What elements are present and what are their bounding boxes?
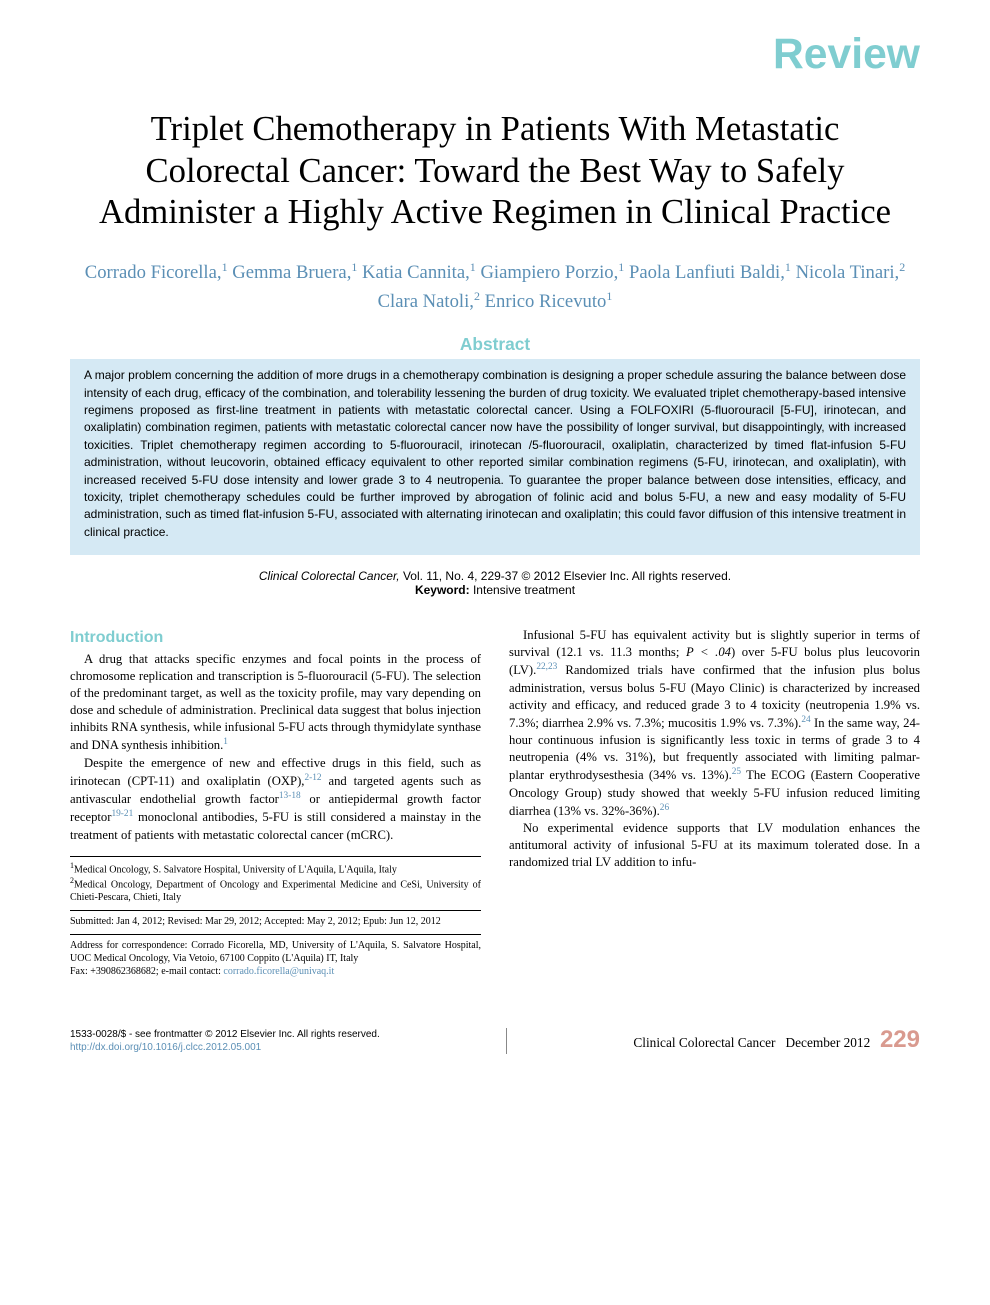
article-title: Triplet Chemotherapy in Patients With Me… — [90, 109, 900, 234]
intro-p4: No experimental evidence supports that L… — [509, 820, 920, 871]
divider — [70, 856, 481, 857]
review-label: Review — [773, 30, 920, 78]
affiliation-block: 1Medical Oncology, S. Salvatore Hospital… — [70, 856, 481, 979]
ref-1[interactable]: 1 — [223, 737, 228, 747]
abstract-body: A major problem concerning the addition … — [70, 359, 920, 555]
copyright-line: 1533-0028/$ - see frontmatter © 2012 Els… — [70, 1028, 380, 1041]
keyword-value: Intensive treatment — [470, 583, 575, 597]
ref-22-23[interactable]: 22,23 — [536, 662, 557, 672]
page-footer: 1533-0028/$ - see frontmatter © 2012 Els… — [70, 1020, 920, 1054]
ref-19-21[interactable]: 19-21 — [111, 809, 133, 819]
footer-issue: December 2012 — [776, 1035, 871, 1050]
footer-separator — [506, 1028, 507, 1054]
ref-25[interactable]: 25 — [732, 767, 741, 777]
divider — [70, 910, 481, 911]
intro-p3: Infusional 5-FU has equivalent activity … — [509, 627, 920, 820]
correspondence-email[interactable]: corrado.ficorella@univaq.it — [223, 966, 334, 977]
intro-heading: Introduction — [70, 627, 481, 649]
ref-2-12[interactable]: 2-12 — [304, 773, 321, 783]
abstract-heading: Abstract — [70, 334, 920, 355]
correspondence-contact: Fax: +390862368682; e-mail contact: corr… — [70, 965, 481, 978]
ref-24[interactable]: 24 — [801, 715, 810, 725]
divider — [70, 934, 481, 935]
doi-link[interactable]: http://dx.doi.org/10.1016/j.clcc.2012.05… — [70, 1042, 261, 1053]
ref-26[interactable]: 26 — [660, 803, 669, 813]
body-columns: Introduction A drug that attacks specifi… — [70, 627, 920, 978]
author-list: Corrado Ficorella,1 Gemma Bruera,1 Katia… — [70, 258, 920, 316]
footer-right: Clinical Colorectal Cancer December 2012… — [633, 1026, 920, 1054]
submission-dates: Submitted: Jan 4, 2012; Revised: Mar 29,… — [70, 915, 481, 928]
intro-p1: A drug that attacks specific enzymes and… — [70, 651, 481, 755]
affil-2: 2Medical Oncology, Department of Oncolog… — [70, 876, 481, 904]
footer-left: 1533-0028/$ - see frontmatter © 2012 Els… — [70, 1028, 380, 1054]
affil-1: 1Medical Oncology, S. Salvatore Hospital… — [70, 861, 481, 876]
citation-block: Clinical Colorectal Cancer, Vol. 11, No.… — [70, 569, 920, 597]
citation-journal: Clinical Colorectal Cancer, — [259, 569, 400, 583]
page-number: 229 — [880, 1026, 920, 1053]
ref-13-18[interactable]: 13-18 — [279, 791, 301, 801]
footer-journal: Clinical Colorectal Cancer — [633, 1035, 775, 1050]
intro-p2: Despite the emergence of new and effecti… — [70, 755, 481, 844]
keyword-label: Keyword: — [415, 583, 470, 597]
review-banner: Review — [70, 30, 920, 79]
citation-vol: Vol. 11, No. 4, 229-37 © 2012 Elsevier I… — [400, 569, 731, 583]
correspondence-address: Address for correspondence: Corrado Fico… — [70, 939, 481, 965]
